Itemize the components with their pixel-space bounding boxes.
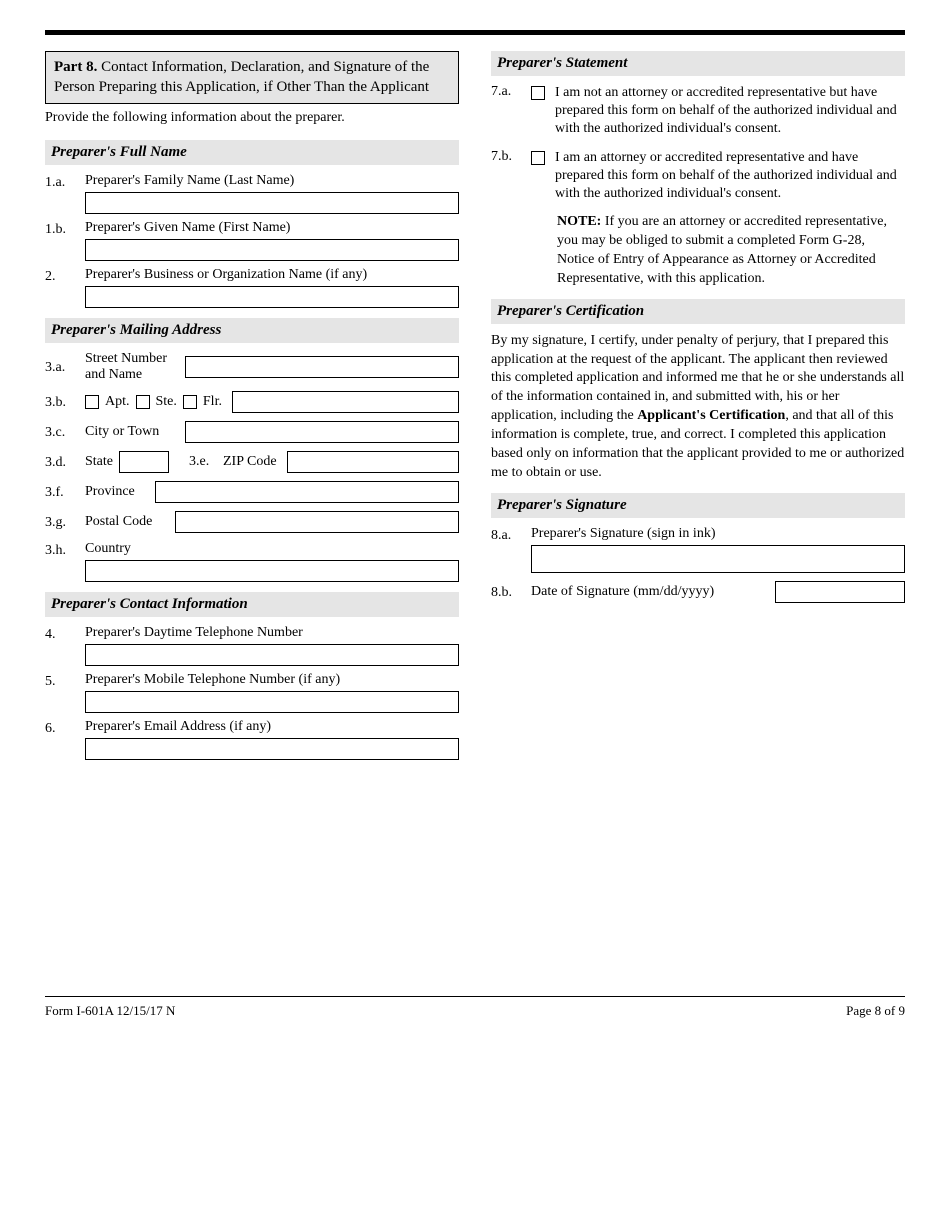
label-3g: Postal Code: [85, 514, 175, 530]
section-certification: Preparer's Certification: [491, 299, 905, 324]
section-signature: Preparer's Signature: [491, 493, 905, 518]
input-state[interactable]: [119, 451, 169, 473]
checkbox-ste[interactable]: [136, 395, 150, 409]
label-3f: Province: [85, 484, 155, 500]
label-flr: Flr.: [203, 394, 222, 410]
label-3e: ZIP Code: [223, 454, 283, 470]
part-number: Part 8.: [54, 59, 97, 75]
footer-left: Form I-601A 12/15/17 N: [45, 1003, 175, 1019]
label-7b-num: 7.b.: [491, 149, 531, 165]
label-3d-num: 3.d.: [45, 453, 85, 471]
label-1b-num: 1.b.: [45, 220, 85, 238]
input-unit[interactable]: [232, 391, 459, 413]
input-given-name[interactable]: [85, 239, 459, 261]
cert-bold: Applicant's Certification: [637, 408, 785, 423]
text-7a: I am not an attorney or accredited repre…: [555, 84, 905, 139]
label-4-num: 4.: [45, 625, 85, 643]
label-3c-num: 3.c.: [45, 423, 85, 441]
input-zip[interactable]: [287, 451, 459, 473]
label-3a-num: 3.a.: [45, 358, 85, 376]
label-3d: State: [85, 454, 119, 470]
note-text: If you are an attorney or accredited rep…: [557, 214, 887, 286]
section-statement: Preparer's Statement: [491, 51, 905, 76]
label-3h-num: 3.h.: [45, 541, 85, 559]
label-apt: Apt.: [105, 394, 130, 410]
label-5-num: 5.: [45, 672, 85, 690]
input-street[interactable]: [185, 356, 459, 378]
label-1b: Preparer's Given Name (First Name): [85, 220, 459, 236]
input-email[interactable]: [85, 738, 459, 760]
label-3h: Country: [85, 541, 459, 557]
label-8a-num: 8.a.: [491, 526, 531, 544]
input-mobile-phone[interactable]: [85, 691, 459, 713]
checkbox-apt[interactable]: [85, 395, 99, 409]
note-block: NOTE: If you are an attorney or accredit…: [557, 213, 905, 289]
section-mailing: Preparer's Mailing Address: [45, 318, 459, 343]
label-3e-num: 3.e.: [189, 454, 223, 470]
part-header: Part 8. Contact Information, Declaration…: [45, 51, 459, 104]
section-fullname: Preparer's Full Name: [45, 140, 459, 165]
input-signature-date[interactable]: [775, 581, 905, 603]
input-daytime-phone[interactable]: [85, 644, 459, 666]
label-4: Preparer's Daytime Telephone Number: [85, 625, 459, 641]
label-3a: Street Number and Name: [85, 351, 185, 383]
note-label: NOTE:: [557, 214, 601, 229]
input-postal[interactable]: [175, 511, 459, 533]
label-1a-num: 1.a.: [45, 173, 85, 191]
certification-text: By my signature, I certify, under penalt…: [491, 332, 905, 483]
left-column: Part 8. Contact Information, Declaration…: [45, 51, 459, 766]
part-title: Contact Information, Declaration, and Si…: [54, 59, 429, 95]
input-country[interactable]: [85, 560, 459, 582]
label-7a-num: 7.a.: [491, 84, 531, 100]
footer-right: Page 8 of 9: [846, 1003, 905, 1019]
top-rule: [45, 30, 905, 35]
label-3g-num: 3.g.: [45, 513, 85, 531]
checkbox-7a[interactable]: [531, 86, 545, 100]
checkbox-7b[interactable]: [531, 151, 545, 165]
label-ste: Ste.: [156, 394, 177, 410]
label-8a: Preparer's Signature (sign in ink): [531, 526, 905, 542]
input-business-name[interactable]: [85, 286, 459, 308]
label-2-num: 2.: [45, 267, 85, 285]
section-contact: Preparer's Contact Information: [45, 592, 459, 617]
intro-text: Provide the following information about …: [45, 110, 459, 126]
text-7b: I am an attorney or accredited represent…: [555, 149, 905, 204]
label-6: Preparer's Email Address (if any): [85, 719, 459, 735]
label-8b-num: 8.b.: [491, 583, 531, 601]
label-2: Preparer's Business or Organization Name…: [85, 267, 459, 283]
input-family-name[interactable]: [85, 192, 459, 214]
input-city[interactable]: [185, 421, 459, 443]
page-footer: Form I-601A 12/15/17 N Page 8 of 9: [45, 996, 905, 1019]
label-3f-num: 3.f.: [45, 483, 85, 501]
label-6-num: 6.: [45, 719, 85, 737]
label-3c: City or Town: [85, 424, 185, 440]
checkbox-flr[interactable]: [183, 395, 197, 409]
label-5: Preparer's Mobile Telephone Number (if a…: [85, 672, 459, 688]
label-3b-num: 3.b.: [45, 393, 85, 411]
input-province[interactable]: [155, 481, 459, 503]
label-1a: Preparer's Family Name (Last Name): [85, 173, 459, 189]
input-signature[interactable]: [531, 545, 905, 573]
label-8b: Date of Signature (mm/dd/yyyy): [531, 584, 775, 600]
right-column: Preparer's Statement 7.a. I am not an at…: [491, 51, 905, 766]
